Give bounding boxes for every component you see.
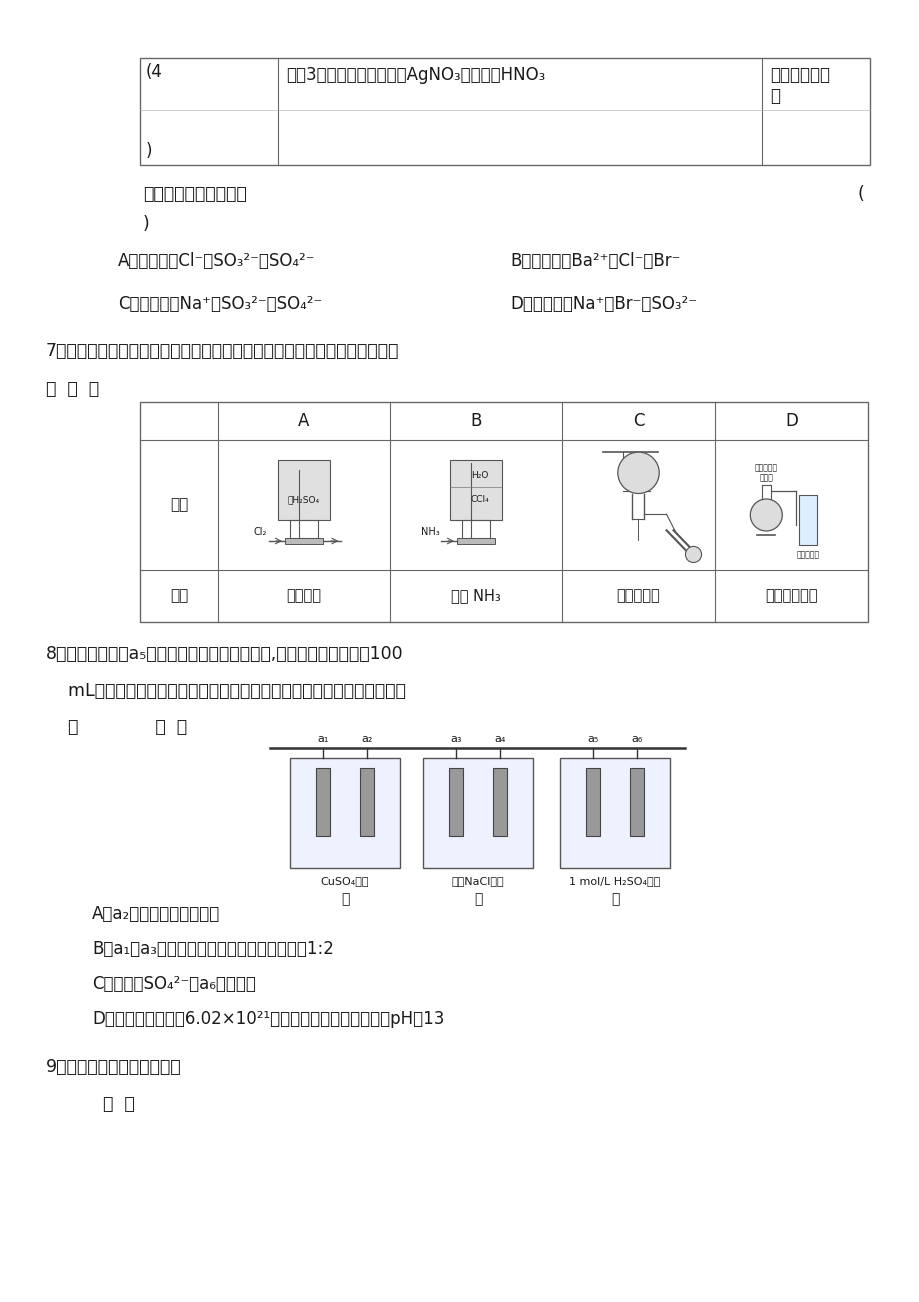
Text: mL，放置一段时间后，有关表达不正确的选项是（不考虑溶液体积变化: mL，放置一段时间后，有关表达不正确的选项是（不考虑溶液体积变化: [46, 682, 405, 700]
Bar: [493, 768, 506, 836]
Bar: [560, 758, 669, 868]
Text: 丙: 丙: [610, 892, 618, 906]
Text: C．丙中的SO₄²⁻向a₆电极移动: C．丙中的SO₄²⁻向a₆电极移动: [92, 975, 255, 993]
Text: a₂: a₂: [361, 734, 372, 743]
Text: ）              （  ）: ） （ ）: [46, 717, 187, 736]
Text: ): ): [142, 215, 150, 233]
Text: 石油的分馏: 石油的分馏: [616, 589, 660, 604]
Text: ): ): [146, 142, 153, 160]
Text: a₅: a₅: [586, 734, 598, 743]
Bar: [140, 59, 869, 165]
Bar: [359, 768, 374, 836]
Bar: [140, 402, 867, 622]
Text: C: C: [632, 411, 643, 430]
Text: 实验: 实验: [170, 589, 187, 604]
Text: Cl₂: Cl₂: [254, 527, 267, 536]
Text: 8．以下装置中，a₅是铁电极，其余为石墨电极,烧杯中液体体积均为100: 8．以下装置中，a₅是铁电极，其余为石墨电极,烧杯中液体体积均为100: [46, 644, 403, 663]
Text: 乙醇、乙酸
浓硫酸: 乙醇、乙酸 浓硫酸: [754, 464, 777, 483]
Text: a₃: a₃: [449, 734, 461, 743]
Text: 7．用以下实验装置完成对应的实验（局部仪器已省略），能到达实验目的的: 7．用以下实验装置完成对应的实验（局部仪器已省略），能到达实验目的的: [46, 342, 399, 359]
Circle shape: [750, 499, 781, 531]
Text: (4: (4: [146, 62, 163, 81]
Text: D．肯定有含Na⁺、Br⁻、SO₃²⁻: D．肯定有含Na⁺、Br⁻、SO₃²⁻: [509, 296, 697, 312]
Text: 以下结论正确的选项是: 以下结论正确的选项是: [142, 185, 246, 203]
Text: D: D: [784, 411, 797, 430]
Bar: [289, 758, 400, 868]
Bar: [585, 768, 599, 836]
Text: a₆: a₆: [630, 734, 642, 743]
Text: B: B: [470, 411, 482, 430]
Bar: [457, 538, 494, 544]
Text: H₂O: H₂O: [471, 470, 488, 479]
Circle shape: [685, 547, 701, 562]
Bar: [630, 768, 643, 836]
Text: NH₃: NH₃: [420, 527, 438, 536]
Text: 饱和食盐水: 饱和食盐水: [795, 549, 819, 559]
Text: a₄: a₄: [494, 734, 505, 743]
Text: 干燥氯气: 干燥氯气: [286, 589, 321, 604]
Text: 吸收 NH₃: 吸收 NH₃: [450, 589, 500, 604]
Text: 制取乙酸乙酩: 制取乙酸乙酩: [765, 589, 817, 604]
Bar: [449, 460, 501, 519]
Circle shape: [618, 452, 659, 493]
Text: CCl₄: CCl₄: [470, 495, 488, 504]
Text: （  ）: （ ）: [92, 1095, 134, 1113]
Text: 9．以下说法中正确的选项是: 9．以下说法中正确的选项是: [46, 1059, 181, 1075]
Text: 乙: 乙: [473, 892, 482, 906]
Bar: [285, 538, 323, 544]
Text: 饱和NaCl溶液: 饱和NaCl溶液: [451, 876, 504, 885]
Text: 是  （  ）: 是 （ ）: [46, 380, 99, 398]
Text: A: A: [298, 411, 310, 430]
Bar: [448, 768, 462, 836]
Text: 1 mol/L H₂SO₄溶液: 1 mol/L H₂SO₄溶液: [569, 876, 660, 885]
Text: C．不能确定Na⁺、SO₃²⁻、SO₄²⁻: C．不能确定Na⁺、SO₃²⁻、SO₄²⁻: [118, 296, 322, 312]
Bar: [423, 758, 532, 868]
Bar: [462, 519, 489, 538]
Bar: [290, 519, 317, 538]
Bar: [315, 768, 330, 836]
Bar: [798, 495, 816, 546]
Text: CuSO₄溶液: CuSO₄溶液: [321, 876, 369, 885]
Text: a₁: a₁: [317, 734, 328, 743]
Text: 浓H₂SO₄: 浓H₂SO₄: [288, 496, 320, 504]
Text: 有白色沉淠产
生: 有白色沉淠产 生: [769, 66, 829, 104]
Text: B．肯定没有Ba²⁺、Cl⁻、Br⁻: B．肯定没有Ba²⁺、Cl⁻、Br⁻: [509, 253, 680, 270]
Text: 装置: 装置: [170, 497, 187, 513]
Text: A．可能含有Cl⁻、SO₃²⁻、SO₄²⁻: A．可能含有Cl⁻、SO₃²⁻、SO₄²⁻: [118, 253, 315, 270]
Text: D．当装置电路中有6.02×10²¹个电子通过时，乙中溶液的pH是13: D．当装置电路中有6.02×10²¹个电子通过时，乙中溶液的pH是13: [92, 1010, 444, 1029]
Text: 向（3）的滤液中参加过量AgNO₃溶液和稀HNO₃: 向（3）的滤液中参加过量AgNO₃溶液和稀HNO₃: [286, 66, 545, 85]
Text: A．a₂电极上有亮红色固体: A．a₂电极上有亮红色固体: [92, 905, 220, 923]
Bar: [278, 460, 330, 519]
Text: (: (: [857, 185, 864, 203]
Text: B．a₁、a₃电极上产生的物质，物质的量比是1:2: B．a₁、a₃电极上产生的物质，物质的量比是1:2: [92, 940, 334, 958]
Text: 甲: 甲: [340, 892, 349, 906]
